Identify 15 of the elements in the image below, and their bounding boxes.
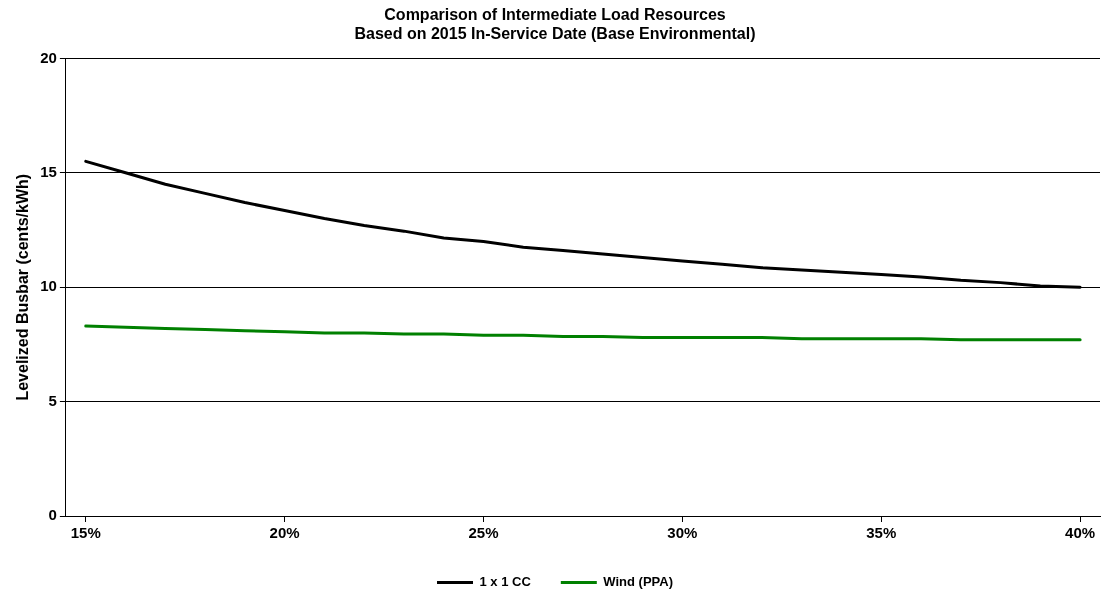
x-tick-label: 20%	[269, 524, 300, 542]
y-tick-label: 20	[40, 48, 57, 66]
y-axis-title: Levelized Busbar (cents/kWh)	[14, 173, 32, 401]
legend-label: 1 x 1 CC	[479, 574, 532, 590]
x-tick-label: 25%	[468, 524, 499, 542]
x-tick-label: 35%	[866, 524, 897, 542]
y-tick-label: 10	[40, 277, 57, 295]
x-tick-label: 15%	[70, 524, 101, 542]
chart-title: Comparison of Intermediate Load Resources Based on 2015 In-Service Date (Base Environmental)	[354, 6, 756, 43]
x-tick-label: 40%	[1065, 524, 1096, 542]
y-tick-label: 15	[40, 162, 57, 180]
x-tick-label: 30%	[667, 524, 698, 542]
y-tick-label: 5	[48, 391, 57, 409]
y-tick-label: 0	[48, 506, 57, 524]
legend-label: Wind (PPA)	[603, 574, 673, 590]
